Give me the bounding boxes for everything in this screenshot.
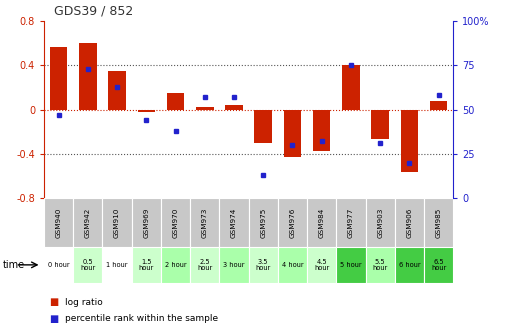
Text: 3.5
hour: 3.5 hour <box>255 259 271 271</box>
Text: 0 hour: 0 hour <box>48 262 69 268</box>
Bar <box>371 110 389 139</box>
Bar <box>366 247 395 283</box>
Bar <box>44 198 73 247</box>
Bar <box>395 198 424 247</box>
Text: ■: ■ <box>49 314 59 324</box>
Text: GDS39 / 852: GDS39 / 852 <box>54 5 134 18</box>
Text: GSM985: GSM985 <box>436 207 442 237</box>
Text: 2.5
hour: 2.5 hour <box>197 259 212 271</box>
Bar <box>249 198 278 247</box>
Text: GSM903: GSM903 <box>377 207 383 237</box>
Bar <box>196 107 213 110</box>
Bar <box>44 247 73 283</box>
Bar <box>108 71 126 110</box>
Text: percentile rank within the sample: percentile rank within the sample <box>65 314 218 323</box>
Bar <box>424 247 453 283</box>
Bar <box>73 247 103 283</box>
Text: 6.5
hour: 6.5 hour <box>431 259 447 271</box>
Bar <box>190 247 220 283</box>
Text: GSM976: GSM976 <box>290 207 295 237</box>
Bar <box>342 65 359 110</box>
Text: 2 hour: 2 hour <box>165 262 186 268</box>
Text: 5.5
hour: 5.5 hour <box>372 259 388 271</box>
Text: GSM974: GSM974 <box>231 207 237 237</box>
Bar <box>313 110 330 151</box>
Bar <box>424 198 453 247</box>
Text: ■: ■ <box>49 298 59 307</box>
Text: GSM906: GSM906 <box>407 207 412 237</box>
Text: time: time <box>3 260 25 270</box>
Bar <box>138 110 155 112</box>
Bar <box>254 110 272 143</box>
Bar <box>366 198 395 247</box>
Text: 1.5
hour: 1.5 hour <box>139 259 154 271</box>
Bar <box>103 198 132 247</box>
Text: GSM973: GSM973 <box>202 207 208 237</box>
Bar <box>400 110 418 172</box>
Bar <box>395 247 424 283</box>
Text: GSM969: GSM969 <box>143 207 149 237</box>
Bar <box>278 198 307 247</box>
Text: GSM975: GSM975 <box>260 207 266 237</box>
Bar <box>336 198 366 247</box>
Bar <box>167 93 184 110</box>
Text: 0.5
hour: 0.5 hour <box>80 259 95 271</box>
Bar <box>103 247 132 283</box>
Text: 4 hour: 4 hour <box>282 262 304 268</box>
Bar <box>190 198 220 247</box>
Bar <box>249 247 278 283</box>
Bar <box>430 101 448 110</box>
Text: 4.5
hour: 4.5 hour <box>314 259 329 271</box>
Text: GSM942: GSM942 <box>85 207 91 237</box>
Bar <box>336 247 366 283</box>
Text: 5 hour: 5 hour <box>340 262 362 268</box>
Bar <box>132 247 161 283</box>
Bar <box>50 47 67 110</box>
Text: GSM984: GSM984 <box>319 207 325 237</box>
Bar <box>79 43 97 110</box>
Bar <box>307 198 336 247</box>
Text: GSM977: GSM977 <box>348 207 354 237</box>
Bar <box>73 198 103 247</box>
Bar <box>161 198 190 247</box>
Bar <box>220 247 249 283</box>
Bar <box>307 247 336 283</box>
Bar <box>278 247 307 283</box>
Bar <box>132 198 161 247</box>
Text: GSM970: GSM970 <box>172 207 179 237</box>
Bar <box>225 105 243 110</box>
Text: log ratio: log ratio <box>65 298 103 307</box>
Bar <box>161 247 190 283</box>
Text: 1 hour: 1 hour <box>106 262 128 268</box>
Bar <box>284 110 301 157</box>
Text: 6 hour: 6 hour <box>398 262 420 268</box>
Text: 3 hour: 3 hour <box>223 262 245 268</box>
Bar <box>220 198 249 247</box>
Text: GSM910: GSM910 <box>114 207 120 237</box>
Text: GSM940: GSM940 <box>55 207 62 237</box>
